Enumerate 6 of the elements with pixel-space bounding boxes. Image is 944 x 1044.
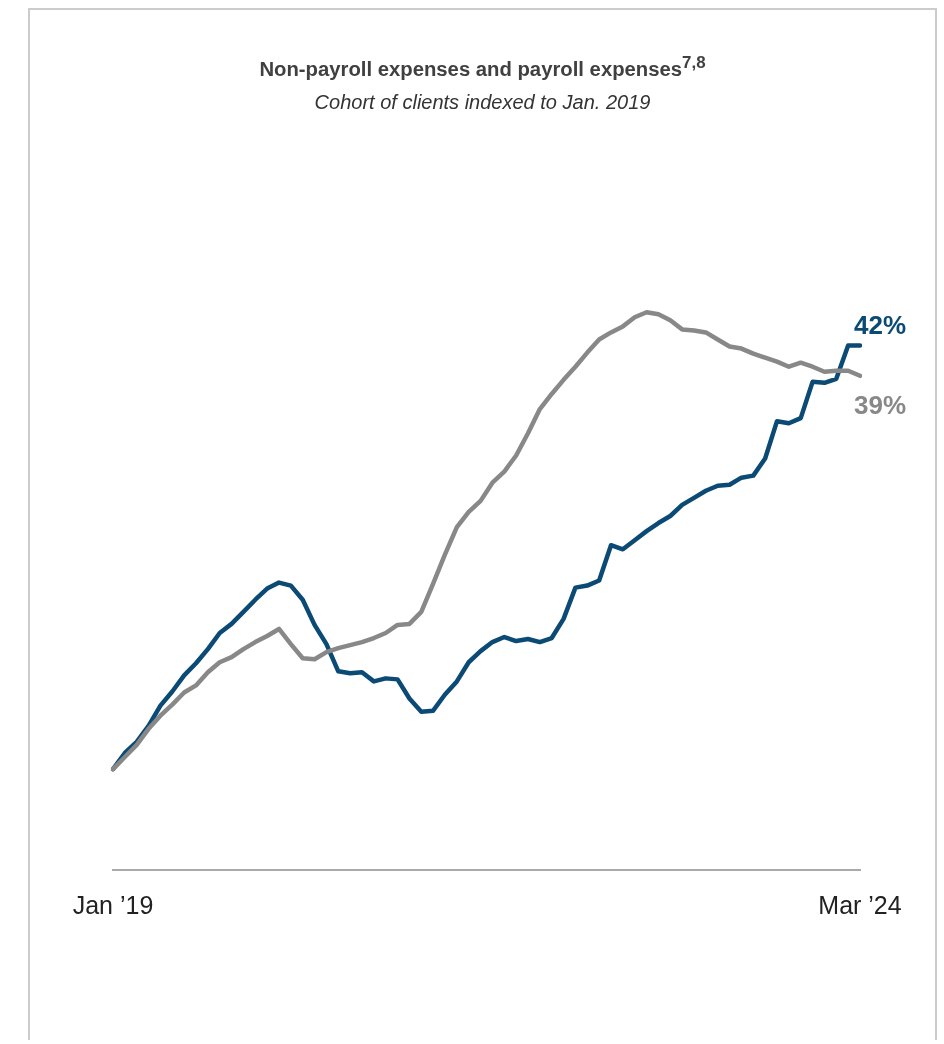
- chart-title: Non-payroll expenses and payroll expenses$^{7,8}$: [259, 53, 706, 80]
- chart-subtitle: Cohort of clients indexed to Jan. 2019: [313, 91, 652, 114]
- x-tick-label: Jan ’19: [72, 890, 154, 919]
- data-label: 42%: [853, 309, 907, 340]
- data-label: 39%: [853, 389, 907, 420]
- x-tick-label: Mar ’24: [818, 890, 902, 919]
